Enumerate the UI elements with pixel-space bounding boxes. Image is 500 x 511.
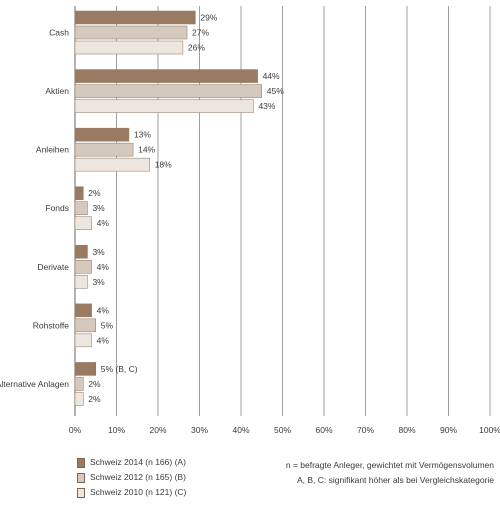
value-label: 5% bbox=[101, 320, 114, 330]
value-label: 2% bbox=[88, 188, 101, 198]
value-label: 27% bbox=[192, 28, 209, 38]
legend-swatch-2014 bbox=[77, 457, 85, 468]
bar bbox=[74, 303, 92, 318]
x-tick-label: 0% bbox=[69, 425, 82, 435]
value-labels: 29% 27% 26% 44% 45% 43% 13% 14%18% 2% 3% 4% 3% 4% 3% 4… bbox=[88, 13, 284, 404]
bar bbox=[74, 142, 134, 157]
bar bbox=[74, 275, 88, 289]
bar bbox=[74, 84, 262, 98]
footnote-significance: A, B, C: signifikant höher als bei Vergl… bbox=[296, 475, 494, 485]
x-tick-label: 40% bbox=[232, 425, 249, 435]
bar bbox=[74, 127, 130, 142]
bar bbox=[74, 186, 84, 200]
value-label: 26% bbox=[188, 43, 205, 53]
bar bbox=[74, 333, 92, 348]
bar bbox=[74, 10, 196, 25]
bar bbox=[74, 318, 96, 333]
legend-item-2012: Schweiz 2012 (n 165) (B) bbox=[77, 470, 186, 485]
x-tick-label: 100% bbox=[479, 425, 500, 435]
legend-label-2010: Schweiz 2010 (n 121) (C) bbox=[90, 487, 187, 497]
value-label: 43% bbox=[258, 101, 275, 111]
value-label: 4% bbox=[97, 262, 110, 272]
bar bbox=[74, 377, 84, 391]
footnotes: n = befragte Anleger, gewichtet mit Verm… bbox=[286, 458, 494, 488]
category-label: Anleihen bbox=[36, 145, 69, 155]
bar bbox=[74, 99, 254, 113]
value-label: 4% bbox=[97, 218, 110, 228]
bar bbox=[74, 25, 188, 40]
bar bbox=[74, 69, 258, 83]
x-tick-label: 50% bbox=[274, 425, 291, 435]
bar bbox=[74, 245, 88, 259]
bar bbox=[74, 157, 150, 172]
x-axis-ticks: 0% 10% 20% 30% 40% 50% 60% 70% 80% 90% 100% bbox=[69, 425, 500, 435]
grid-lines bbox=[74, 6, 491, 416]
category-label: Rohstoffe bbox=[33, 320, 70, 330]
bar bbox=[74, 216, 92, 230]
value-label: 3% bbox=[92, 277, 105, 287]
x-tick-label: 60% bbox=[315, 425, 332, 435]
bar bbox=[74, 260, 92, 274]
legend: Schweiz 2014 (n 166) (A) Schweiz 2012 (n… bbox=[77, 455, 186, 500]
value-label: 5% (B, C) bbox=[101, 364, 138, 374]
legend-label-2014: Schweiz 2014 (n 166) (A) bbox=[90, 457, 186, 467]
value-label: 2% bbox=[88, 394, 101, 404]
x-tick-label: 70% bbox=[357, 425, 374, 435]
bar bbox=[74, 40, 184, 55]
category-labels: Cash Aktien Anleihen Fonds Derivate Rohstoffe… bbox=[0, 28, 69, 389]
value-label: 2% bbox=[88, 379, 101, 389]
category-label: Cash bbox=[49, 28, 69, 38]
footnote-sample: n = befragte Anleger, gewichtet mit Verm… bbox=[285, 460, 494, 470]
legend-swatch-2012 bbox=[77, 472, 85, 483]
value-label: 13% bbox=[134, 130, 151, 140]
category-label: Fonds bbox=[45, 203, 69, 213]
legend-label-2012: Schweiz 2012 (n 165) (B) bbox=[90, 472, 186, 482]
category-label: Aktien bbox=[45, 86, 69, 96]
value-label: 4% bbox=[97, 305, 110, 315]
x-tick-label: 20% bbox=[149, 425, 166, 435]
value-label: 3% bbox=[92, 247, 105, 257]
value-label: 4% bbox=[97, 335, 110, 345]
value-label: 18% bbox=[155, 160, 172, 170]
legend-swatch-2010 bbox=[77, 487, 85, 498]
x-tick-label: 30% bbox=[191, 425, 208, 435]
value-label: 3% bbox=[92, 203, 105, 213]
legend-item-2014: Schweiz 2014 (n 166) (A) bbox=[77, 455, 186, 470]
x-tick-label: 10% bbox=[108, 425, 125, 435]
value-label: 29% bbox=[200, 13, 217, 23]
x-tick-label: 80% bbox=[398, 425, 415, 435]
bar bbox=[74, 362, 96, 376]
category-label: Derivate bbox=[37, 262, 69, 272]
bars bbox=[74, 10, 262, 406]
value-label: 14% bbox=[138, 145, 155, 155]
category-label: Alternative Anlagen bbox=[0, 379, 69, 389]
x-tick-label: 90% bbox=[440, 425, 457, 435]
bar-chart: 29% 27% 26% 44% 45% 43% 13% 14%18% 2% 3% 4% 3% 4% 3% 4… bbox=[0, 6, 500, 435]
bar bbox=[74, 201, 88, 215]
value-label: 44% bbox=[263, 71, 280, 81]
legend-item-2010: Schweiz 2010 (n 121) (C) bbox=[77, 485, 186, 500]
value-label: 45% bbox=[267, 86, 284, 96]
bar bbox=[74, 392, 84, 406]
